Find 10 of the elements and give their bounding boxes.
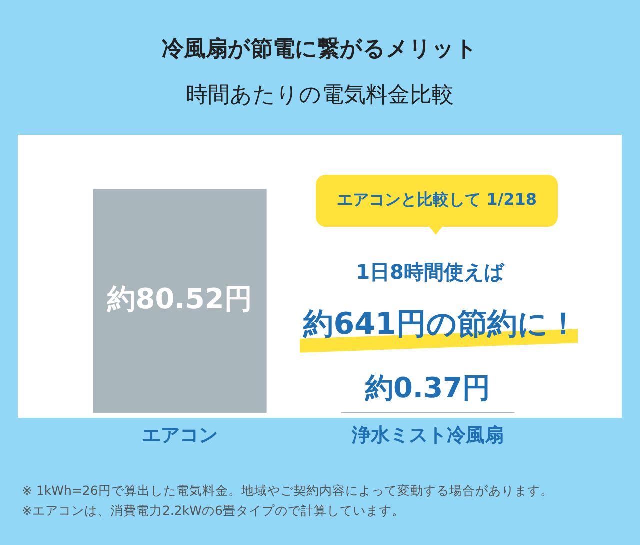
- x-tick-label: エアコン: [142, 424, 218, 447]
- x-tick-label: 浄水ミスト冷風扇: [351, 424, 504, 447]
- annotation: 1日8時間使えば: [355, 259, 506, 286]
- data-label: 約0.37円: [364, 371, 491, 404]
- text: ※エアコンは、消費電力2.2kWの6畳タイプので計算しています。: [22, 503, 406, 520]
- chart-subtitle: 時間あたりの電気料金比較: [185, 82, 455, 110]
- annotation: エアコンと比較して 1/218: [336, 190, 538, 211]
- data-label: 約80.52円: [106, 282, 252, 316]
- text: ※ 1kWh=26円で算出した電気料金。地域やご契約内容によって変動する場合があります。: [22, 483, 554, 500]
- chart-title: 冷風扇が節電に繋がるメリット: [161, 36, 479, 64]
